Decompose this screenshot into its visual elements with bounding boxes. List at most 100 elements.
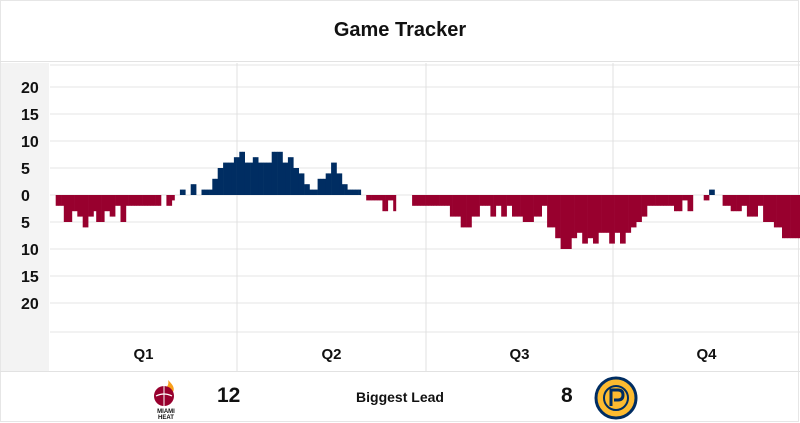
- lead-bar: [414, 195, 418, 206]
- lead-bar: [179, 189, 183, 195]
- lead-bar: [317, 178, 321, 195]
- lead-bar: [603, 195, 607, 233]
- y-axis-panel: [1, 63, 49, 371]
- page-title: Game Tracker: [0, 0, 800, 62]
- lead-bar: [458, 195, 461, 217]
- lead-bar: [517, 195, 521, 217]
- lead-bar: [344, 184, 348, 195]
- lead-bar: [385, 195, 389, 212]
- lead-bar: [725, 195, 729, 206]
- lead-bar: [279, 151, 283, 195]
- lead-bar: [506, 195, 510, 206]
- lead-bar: [285, 162, 289, 195]
- lead-bar: [460, 195, 464, 228]
- lead-bar: [520, 195, 524, 217]
- lead-bar: [425, 195, 429, 206]
- lead-bar: [328, 173, 332, 195]
- lead-bar: [358, 189, 362, 195]
- lead-bar: [593, 195, 596, 244]
- lead-bar: [377, 195, 380, 201]
- biggest-lead-footer: MIAMI HEAT 12 Biggest Lead 8: [0, 371, 800, 423]
- lead-bar: [447, 195, 451, 206]
- quarter-label: Q3: [509, 346, 529, 363]
- lead-bar: [630, 195, 634, 228]
- lead-bar: [733, 195, 737, 212]
- lead-bar: [487, 195, 491, 206]
- lead-bar: [687, 195, 691, 212]
- lead-bar: [541, 195, 545, 206]
- lead-bar: [584, 195, 588, 244]
- lead-bar: [682, 195, 686, 201]
- lead-bar: [90, 195, 94, 217]
- lead-bar: [212, 178, 216, 195]
- lead-bar: [82, 195, 86, 228]
- lead-bar: [206, 189, 210, 195]
- lead-bar: [606, 195, 610, 233]
- lead-bar: [428, 195, 432, 206]
- lead-bar: [644, 195, 648, 217]
- lead-bar: [773, 195, 777, 228]
- lead-bar: [760, 195, 764, 206]
- lead-bar: [636, 195, 640, 222]
- lead-bar: [58, 195, 62, 206]
- lead-bar: [152, 195, 156, 206]
- lead-bar: [768, 195, 772, 222]
- lead-bar: [746, 195, 750, 217]
- lead-bar: [579, 195, 583, 233]
- lead-bar: [468, 195, 472, 228]
- lead-bar: [158, 195, 162, 206]
- lead-bar: [784, 195, 788, 239]
- lead-bar: [533, 195, 537, 217]
- lead-bar: [120, 195, 124, 222]
- lead-bar: [263, 162, 267, 195]
- lead-bar: [242, 151, 245, 195]
- lead-bar: [482, 195, 486, 206]
- lead-bar: [339, 173, 343, 195]
- lead-bar: [582, 195, 586, 244]
- lead-bar: [736, 195, 740, 212]
- lead-bar: [223, 162, 227, 195]
- lead-bar: [757, 195, 761, 206]
- y-tick-label: 0: [21, 188, 30, 205]
- lead-bar: [204, 189, 208, 195]
- lead-bar: [306, 184, 310, 195]
- lead-bar: [193, 184, 197, 195]
- lead-bar: [547, 195, 551, 228]
- lead-bar: [150, 195, 154, 206]
- lead-bar: [568, 195, 572, 249]
- lead-bar: [530, 195, 534, 222]
- lead-bar: [304, 184, 308, 195]
- lead-bar: [549, 195, 553, 228]
- lead-bar: [417, 195, 421, 206]
- lead-bar: [244, 162, 248, 195]
- lead-bar: [674, 195, 677, 212]
- lead-bar: [652, 195, 656, 206]
- lead-bar: [228, 162, 232, 195]
- lead-bar: [104, 195, 108, 212]
- y-tick-label: 20: [21, 296, 39, 313]
- lead-bar: [144, 195, 148, 206]
- lead-bar: [514, 195, 518, 217]
- lead-bar: [641, 195, 645, 217]
- y-tick-label: 10: [21, 242, 39, 259]
- lead-bar: [117, 195, 121, 206]
- lead-bar: [536, 195, 540, 217]
- lead-bar: [422, 195, 426, 206]
- lead-bar: [277, 151, 281, 195]
- lead-bar: [255, 157, 259, 195]
- lead-bar: [706, 195, 710, 201]
- lead-bar: [220, 168, 224, 195]
- lead-bar: [323, 178, 326, 195]
- lead-bar: [528, 195, 532, 222]
- lead-bar: [382, 195, 386, 212]
- lead-bar: [266, 162, 270, 195]
- lead-bar: [379, 195, 383, 201]
- lead-bar: [252, 157, 256, 195]
- lead-bar: [752, 195, 756, 217]
- lead-bar: [449, 195, 453, 217]
- lead-bar: [638, 195, 642, 222]
- lead-bar: [485, 195, 488, 206]
- lead-bar: [366, 195, 370, 201]
- lead-bar: [96, 195, 100, 222]
- lead-bar: [617, 195, 621, 233]
